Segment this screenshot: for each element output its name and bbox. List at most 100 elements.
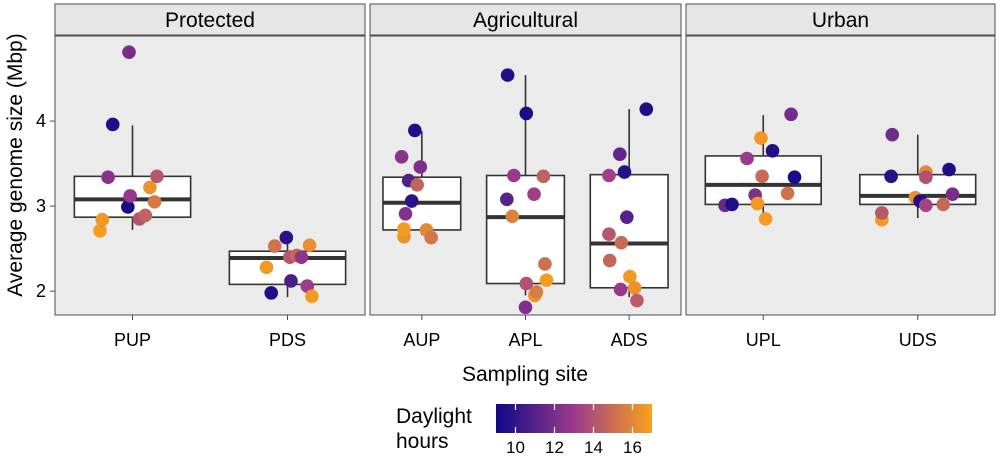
data-point xyxy=(765,144,780,158)
data-point xyxy=(885,127,900,142)
legend-colorbar xyxy=(496,404,652,433)
data-point xyxy=(267,239,282,253)
data-point xyxy=(617,165,632,179)
site-ads: ADS xyxy=(589,102,669,350)
x-tick-label: PDS xyxy=(269,330,306,350)
data-point xyxy=(725,197,739,212)
data-point xyxy=(527,187,541,202)
data-point xyxy=(150,169,164,184)
x-axis-title: Sampling site xyxy=(462,363,588,386)
x-tick-label: UPL xyxy=(746,330,781,350)
data-point xyxy=(138,208,153,223)
legend-ticks: 10 12 14 16 xyxy=(506,404,642,457)
data-point xyxy=(408,123,422,138)
data-point xyxy=(614,235,629,250)
facet-panels: Protected PUP PDS Agricultural AUP APL ADS Urba… xyxy=(54,3,996,350)
data-point xyxy=(143,180,157,195)
data-point xyxy=(305,289,319,304)
data-point xyxy=(500,68,515,82)
data-point xyxy=(101,170,115,185)
data-point xyxy=(294,250,309,264)
data-point xyxy=(875,206,889,220)
data-point xyxy=(404,194,419,208)
data-point xyxy=(630,293,644,308)
site-apl: APL xyxy=(485,68,566,350)
data-point xyxy=(639,102,654,116)
data-point xyxy=(613,282,628,297)
legend-tick-label: 16 xyxy=(623,438,642,457)
x-tick-label: UDS xyxy=(899,330,937,350)
facet-strip xyxy=(54,3,366,36)
data-point xyxy=(945,187,960,202)
data-point xyxy=(519,106,534,121)
data-point xyxy=(394,149,409,164)
data-point xyxy=(787,170,802,185)
data-point xyxy=(780,186,795,201)
legend-title-line1: Daylight xyxy=(396,405,472,428)
data-point xyxy=(740,151,754,166)
data-point xyxy=(147,195,162,209)
facet-strip xyxy=(685,3,996,36)
data-point xyxy=(121,200,135,214)
data-point xyxy=(627,280,642,295)
data-point xyxy=(284,274,298,288)
site-pup: PUP xyxy=(73,45,192,350)
data-point xyxy=(602,168,616,183)
y-tick-label: 4 xyxy=(36,111,46,131)
data-point xyxy=(105,117,120,132)
facet-strip-label: Agricultural xyxy=(473,9,578,32)
y-tick-label: 2 xyxy=(36,281,46,301)
data-point xyxy=(410,178,424,192)
data-point xyxy=(758,212,773,226)
legend-tick-label: 12 xyxy=(545,438,564,457)
site-aup: AUP xyxy=(382,123,462,350)
legend-tick-label: 14 xyxy=(584,438,603,457)
data-point xyxy=(507,168,521,183)
data-point xyxy=(302,238,317,253)
facet-agricultural: Agricultural AUP APL ADS xyxy=(369,3,682,350)
y-axis: 2 3 4 xyxy=(36,111,55,301)
data-point xyxy=(602,253,617,268)
data-point xyxy=(397,222,411,236)
y-tick-label: 3 xyxy=(36,196,46,216)
data-point xyxy=(413,160,428,174)
facet-urban: Urban UPL UDS xyxy=(685,3,996,350)
x-tick-label: AUP xyxy=(403,330,440,350)
data-point xyxy=(536,169,551,184)
data-point xyxy=(936,197,951,212)
facet-protected: Protected PUP PDS xyxy=(54,3,366,350)
site-upl: UPL xyxy=(704,107,822,350)
data-point xyxy=(538,257,552,271)
data-point xyxy=(300,279,315,293)
data-point xyxy=(518,300,533,315)
y-axis-title: Average genome size (Mbp) xyxy=(4,33,27,296)
data-point xyxy=(784,107,798,122)
data-point xyxy=(93,223,107,238)
facet-strip-label: Urban xyxy=(812,9,869,32)
x-tick-label: PUP xyxy=(114,330,151,350)
data-point xyxy=(122,45,136,59)
site-pds: PDS xyxy=(228,230,347,350)
data-point xyxy=(942,162,956,177)
facet-strip-label: Protected xyxy=(165,9,255,32)
data-point xyxy=(505,209,520,224)
data-point xyxy=(623,269,637,284)
x-tick-label: ADS xyxy=(611,330,648,350)
data-point xyxy=(500,192,514,207)
data-point xyxy=(754,131,768,145)
x-tick-label: APL xyxy=(508,330,542,350)
data-point xyxy=(750,196,765,211)
data-point xyxy=(755,169,769,184)
data-point xyxy=(919,170,933,185)
legend-tick-label: 10 xyxy=(506,438,525,457)
data-point xyxy=(539,273,554,287)
data-point xyxy=(884,169,898,184)
data-point xyxy=(259,260,274,275)
data-point xyxy=(620,210,634,224)
data-point xyxy=(519,276,534,291)
data-point xyxy=(398,206,413,221)
data-point xyxy=(529,285,544,299)
box xyxy=(485,174,566,285)
data-point xyxy=(919,198,933,213)
